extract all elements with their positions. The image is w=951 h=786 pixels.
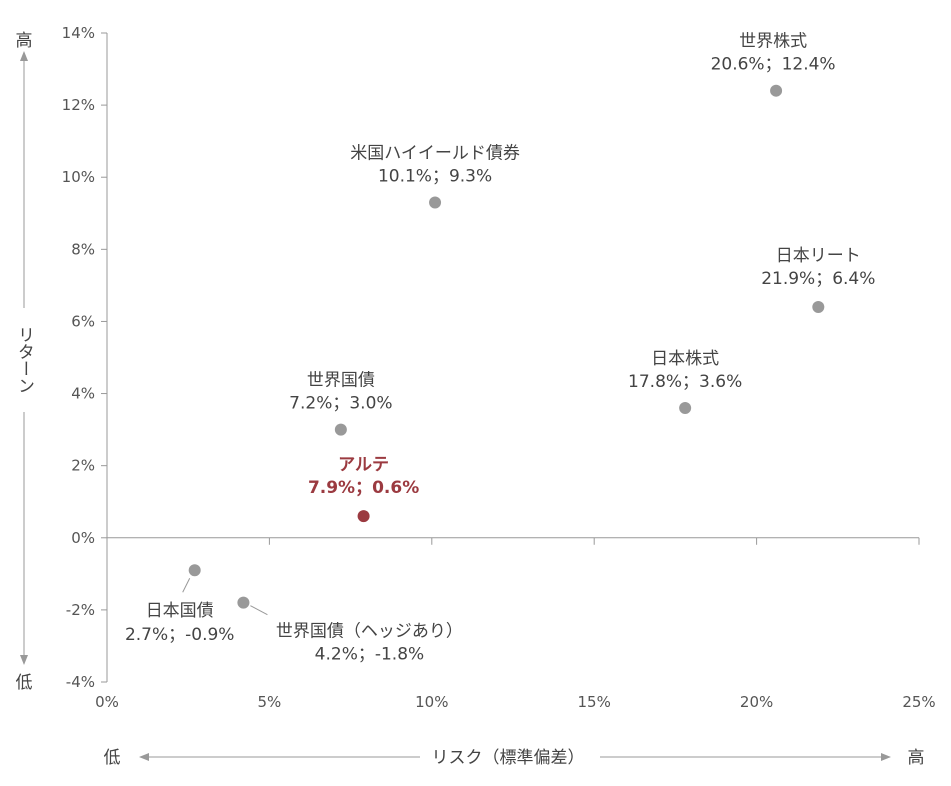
point-name-label: アルテ <box>338 455 389 475</box>
y-tick-label: 14% <box>62 24 95 42</box>
data-point <box>334 423 347 436</box>
y-tick-label: 6% <box>71 312 95 330</box>
data-point <box>237 596 250 609</box>
x-high-label: 高 <box>908 748 925 768</box>
x-tick-label: 15% <box>578 693 611 711</box>
axes <box>101 32 920 683</box>
y-tick-label: 10% <box>62 168 95 186</box>
x-tick-label: 20% <box>740 693 773 711</box>
data-points: 世界株式 20.6%；12.4% 米国ハイイールド債券 10.1%；9.3% 日本リート… <box>125 32 875 665</box>
tick-labels: -4% -2% 0% 2% 4% 6% 8% 10% 12% 14% 0% 5% 10% 15% 20% 25… <box>62 24 936 711</box>
point-name-label: 世界国債 <box>307 371 375 391</box>
point-value-label: 2.7%；-0.9% <box>125 625 235 645</box>
leader-line <box>182 578 191 593</box>
data-point <box>429 196 442 209</box>
y-tick-label: 2% <box>71 457 95 475</box>
data-point <box>770 84 783 97</box>
x-low-label: 低 <box>104 748 121 768</box>
y-tick-label: 8% <box>71 240 95 258</box>
leader-line <box>250 605 268 616</box>
data-point <box>188 564 201 577</box>
point-name-label: 世界国債（ヘッジあり） <box>276 622 463 642</box>
point-value-label: 7.9%；0.6% <box>308 478 419 498</box>
data-point <box>679 401 692 414</box>
y-tick-label: -4% <box>66 673 95 691</box>
point-value-label: 21.9%；6.4% <box>761 269 875 289</box>
point-name-label: 米国ハイイールド債券 <box>350 143 520 163</box>
point-name-label: 世界株式 <box>739 32 807 52</box>
x-axis-title: リスク（標準偏差） <box>432 748 585 768</box>
point-name-label: 日本国債 <box>146 601 214 621</box>
y-high-label: 高 <box>16 31 33 51</box>
point-value-label: 20.6%；12.4% <box>711 55 836 75</box>
point-value-label: 7.2%；3.0% <box>289 394 392 414</box>
x-tick-label: 5% <box>258 693 282 711</box>
point-name-label: 日本リート <box>776 246 861 266</box>
x-tick-label: 10% <box>415 693 448 711</box>
point-value-label: 4.2%；-1.8% <box>315 645 425 665</box>
y-low-label: 低 <box>16 673 33 693</box>
y-tick-label: -2% <box>66 601 95 619</box>
y-axis-title: リターン <box>14 326 34 394</box>
x-tick-label: 25% <box>902 693 935 711</box>
y-tick-label: 4% <box>71 385 95 403</box>
data-point <box>812 301 825 314</box>
y-tick-label: 12% <box>62 96 95 114</box>
y-tick-label: 0% <box>71 529 95 547</box>
point-value-label: 17.8%；3.6% <box>628 372 742 392</box>
data-point <box>357 510 370 523</box>
point-value-label: 10.1%；9.3% <box>378 166 492 186</box>
point-name-label: 日本株式 <box>651 349 719 369</box>
x-tick-label: 0% <box>95 693 119 711</box>
